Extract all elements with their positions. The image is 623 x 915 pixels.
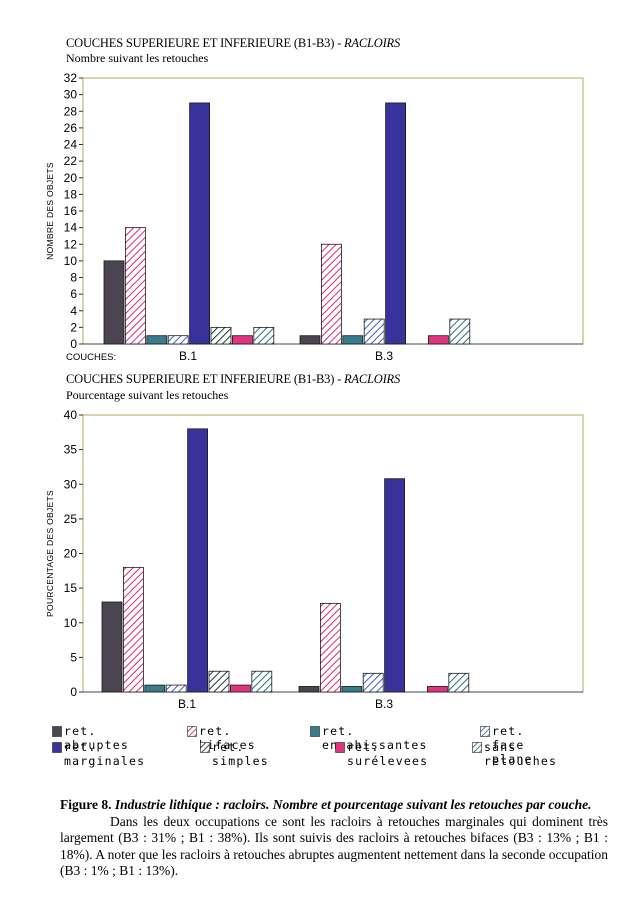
y-tick-label: 26 xyxy=(64,121,78,135)
y-tick-label: 0 xyxy=(70,337,77,351)
legend-label: ret. surélevees xyxy=(347,740,429,768)
bar-ret-envahissantes-B3 xyxy=(342,335,364,345)
legend-swatch xyxy=(310,726,320,737)
legend-swatch xyxy=(52,742,62,753)
bar-ret-face-plane-B1 xyxy=(165,684,187,693)
bar-ret-abruptes-B1 xyxy=(103,260,125,345)
bar-sans-retouches-B1 xyxy=(253,326,275,345)
bar-sans-retouches-B1 xyxy=(251,670,273,693)
x-category-label: B.3 xyxy=(375,349,393,363)
chart-subtitle: Nombre suivant les retouches xyxy=(66,51,209,65)
bar-ret-face-plane-B3 xyxy=(363,318,385,345)
x-axis-prefix: COUCHES: xyxy=(66,352,116,363)
bar-ret-simples-B1 xyxy=(210,326,232,345)
legend-label: ret. bifaces xyxy=(199,724,256,752)
y-axis-label: POURCENTAGE DES OBJETS xyxy=(45,490,55,617)
legend-label: sans retouches xyxy=(484,740,558,768)
caption-heading: Figure 8. Industrie lithique : racloirs.… xyxy=(60,797,592,812)
y-tick-label: 16 xyxy=(64,204,78,218)
y-tick-label: 40 xyxy=(64,408,78,422)
bar-ret-envahissantes-B1 xyxy=(144,684,166,693)
y-tick-label: 12 xyxy=(64,237,78,251)
figure-caption: Figure 8. Industrie lithique : racloirs.… xyxy=(60,797,608,880)
y-tick-label: 10 xyxy=(64,254,78,268)
bar-sans-retouches-B3 xyxy=(449,318,471,345)
y-tick-label: 28 xyxy=(64,104,78,118)
bar-ret-marginales-B1 xyxy=(189,102,211,345)
legend-swatch xyxy=(52,726,62,737)
x-category-label: B.1 xyxy=(178,697,196,711)
bar-ret-face-plane-B1 xyxy=(167,335,189,345)
y-tick-label: 25 xyxy=(64,512,78,526)
y-tick-label: 10 xyxy=(64,616,78,630)
bar-ret-sur-levees-B1 xyxy=(229,684,251,693)
y-tick-label: 30 xyxy=(64,477,78,491)
legend-swatch xyxy=(480,726,490,737)
bar-ret-abruptes-B1 xyxy=(101,601,123,693)
bar-ret-envahissantes-B1 xyxy=(146,335,168,345)
bar-ret-abruptes-B3 xyxy=(299,335,321,345)
caption-body: Dans les deux occupations ce sont les ra… xyxy=(60,813,608,879)
bar-ret-sur-levees-B3 xyxy=(426,686,448,693)
y-axis-label: NOMBRE DES OBJETS xyxy=(45,162,55,260)
y-tick-label: 20 xyxy=(64,171,78,185)
chart-title: COUCHES SUPERIEURE ET INFERIEURE (B1-B3)… xyxy=(66,36,401,50)
y-tick-label: 15 xyxy=(64,581,78,595)
y-tick-label: 20 xyxy=(64,547,78,561)
legend-swatch xyxy=(187,726,197,737)
y-tick-label: 8 xyxy=(70,271,77,285)
y-tick-label: 32 xyxy=(64,71,78,85)
y-tick-label: 4 xyxy=(70,304,77,318)
bar-ret-bifaces-B1 xyxy=(123,566,144,693)
bar-ret-marginales-B1 xyxy=(187,428,209,693)
y-tick-label: 30 xyxy=(64,88,78,102)
x-category-label: B.3 xyxy=(375,697,393,711)
y-tick-label: 22 xyxy=(64,154,78,168)
y-tick-label: 24 xyxy=(64,138,78,152)
bar-ret-marginales-B3 xyxy=(384,478,406,693)
bar-ret-face-plane-B3 xyxy=(362,672,384,693)
bar-ret-marginales-B3 xyxy=(385,102,407,345)
y-tick-label: 0 xyxy=(70,685,77,699)
bar-ret-sur-levees-B3 xyxy=(427,335,449,345)
bar-ret-sur-levees-B1 xyxy=(231,335,253,345)
bar-ret-envahissantes-B3 xyxy=(341,686,363,693)
bar-sans-retouches-B3 xyxy=(448,672,470,693)
bar-ret-bifaces-B3 xyxy=(319,602,341,693)
legend-swatch xyxy=(335,742,345,753)
bar-ret-simples-B1 xyxy=(208,670,230,693)
chart-subtitle: Pourcentage suivant les retouches xyxy=(66,388,229,402)
y-tick-label: 14 xyxy=(64,221,78,235)
chart-percent-plot: 0 5 10 15 20 25 30 35 40 POURCENTAGE DES OBJETS B.… xyxy=(45,408,584,711)
bar-ret-bifaces-B1 xyxy=(125,227,146,345)
legend-label: ret. face plane xyxy=(492,724,533,766)
legend-label: ret. abruptes xyxy=(64,724,129,752)
y-tick-label: 2 xyxy=(70,320,77,334)
legend-label: ret. simples xyxy=(212,740,269,768)
legend-swatch xyxy=(472,742,482,753)
bar-ret-bifaces-B3 xyxy=(320,243,342,345)
bar-ret-abruptes-B3 xyxy=(298,686,320,693)
y-tick-label: 35 xyxy=(64,443,78,457)
legend-label: ret. marginales xyxy=(64,740,146,768)
chart-title: COUCHES SUPERIEURE ET INFERIEURE (B1-B3)… xyxy=(66,372,401,386)
y-tick-label: 18 xyxy=(64,187,78,201)
y-tick-label: 6 xyxy=(70,287,77,301)
legend-label: ret. envahissantes xyxy=(322,724,428,752)
y-tick-label: 5 xyxy=(70,650,77,664)
legend-swatch xyxy=(200,742,210,753)
x-category-label: B.1 xyxy=(179,349,197,363)
